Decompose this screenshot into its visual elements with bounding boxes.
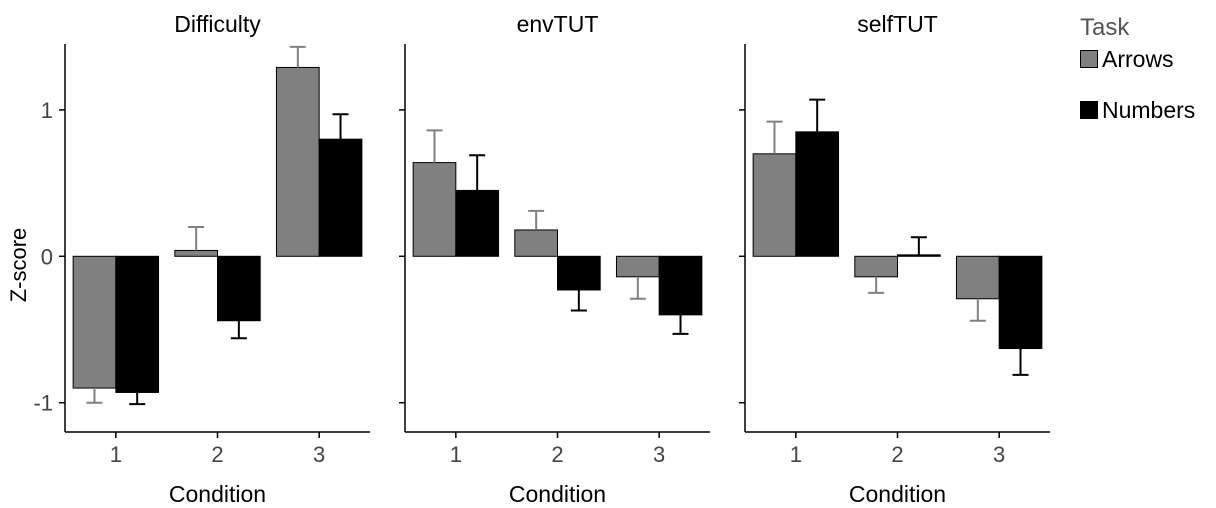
x-tick-label-0-1: 2	[211, 442, 223, 467]
x-axis-label-2: Condition	[849, 481, 946, 507]
y-tick-label-1: 0	[41, 244, 53, 269]
bar-1-1-2	[658, 255, 703, 316]
x-axis-label-1: Condition	[509, 481, 606, 507]
x-tick-label-1-0: 1	[450, 442, 462, 467]
x-axis-label-0: Condition	[169, 481, 266, 507]
bar-0-1-2	[318, 138, 363, 257]
legend-label-numbers: Numbers	[1102, 97, 1196, 123]
legend-title: Task	[1080, 14, 1130, 41]
panel-title-0: Difficulty	[174, 11, 261, 37]
bar-0-0-2	[275, 66, 320, 257]
x-tick-label-0-2: 3	[313, 442, 325, 467]
legend-item-arrows: Arrows	[1078, 46, 1214, 73]
panel-title-1: envTUT	[517, 11, 599, 37]
bar-0-0-1	[174, 249, 219, 257]
panel-title-2: selfTUT	[857, 11, 938, 37]
bar-1-1-1	[557, 255, 601, 291]
bar-2-0-0	[752, 153, 797, 257]
bar-2-0-1	[854, 255, 898, 278]
bar-2-1-0	[795, 131, 840, 257]
y-tick-label-2: 1	[41, 98, 53, 123]
legend: Task Arrows Numbers	[1078, 14, 1214, 124]
y-tick-label-0: -1	[33, 391, 53, 416]
bar-1-0-2	[615, 255, 660, 278]
bar-1-0-0	[412, 162, 457, 257]
bar-0-1-1	[217, 255, 261, 322]
legend-swatch-numbers	[1080, 101, 1098, 119]
x-tick-label-2-0: 1	[790, 442, 802, 467]
bar-1-0-1	[514, 229, 558, 257]
legend-swatch-arrows	[1080, 50, 1098, 68]
bar-0-0-0	[72, 255, 117, 389]
bar-2-1-1	[897, 254, 941, 257]
legend-label-arrows: Arrows	[1102, 46, 1174, 72]
x-tick-label-1-2: 3	[653, 442, 665, 467]
legend-item-numbers: Numbers	[1078, 97, 1214, 124]
x-tick-label-1-1: 2	[551, 442, 563, 467]
y-axis-label: Z-score	[6, 228, 31, 303]
x-tick-label-2-1: 2	[891, 442, 903, 467]
bar-2-1-2	[998, 255, 1043, 350]
x-tick-label-2-2: 3	[993, 442, 1005, 467]
bar-0-1-0	[115, 255, 160, 393]
bar-2-0-2	[955, 255, 1000, 300]
bar-1-1-0	[455, 189, 500, 257]
x-tick-label-0-0: 1	[110, 442, 122, 467]
